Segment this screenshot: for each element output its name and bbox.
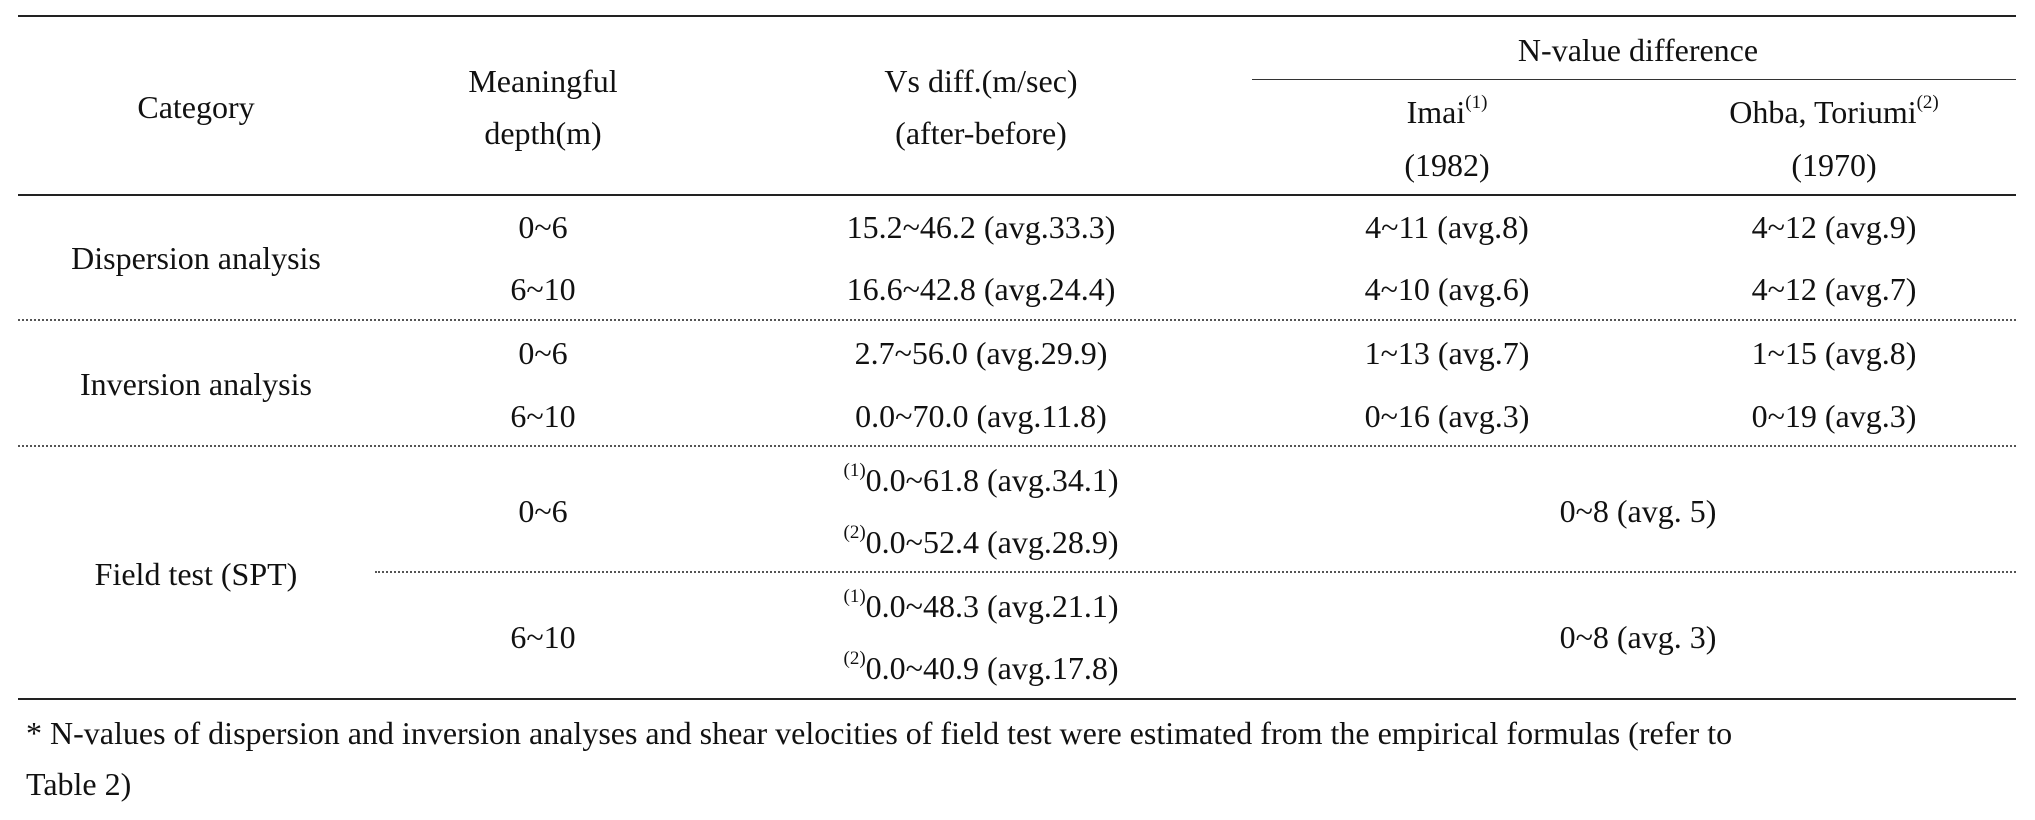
field-row2-vs2: (2)0.0~40.9 (avg.17.8) xyxy=(844,648,1119,688)
dispersion-row2-imai: 4~10 (avg.6) xyxy=(1364,271,1530,307)
inversion-row2-imai: 0~16 (avg.3) xyxy=(1364,398,1530,434)
field-row1-vs1-value: 0.0~61.8 (avg.34.1) xyxy=(865,462,1119,498)
field-row1-depth: 0~6 xyxy=(518,493,568,529)
dispersion-row1-imai: 4~11 (avg.8) xyxy=(1365,209,1529,245)
dispersion-row2-ohba: 4~12 (avg.7) xyxy=(1751,271,1917,307)
inversion-row1-depth: 0~6 xyxy=(518,335,568,371)
table-top-rule xyxy=(18,15,2016,17)
inversion-row1-imai: 1~13 (avg.7) xyxy=(1364,335,1530,371)
header-imai: Imai(1) xyxy=(1407,92,1488,132)
dispersion-row1-ohba: 4~12 (avg.9) xyxy=(1751,209,1917,245)
dispersion-separator xyxy=(18,319,2016,321)
header-vs-line1: Vs diff.(m/sec) xyxy=(884,63,1078,99)
header-imai-year: (1982) xyxy=(1404,147,1490,183)
dispersion-row1-depth: 0~6 xyxy=(518,209,568,245)
inversion-separator xyxy=(18,445,2016,447)
footnote-line1: * N-values of dispersion and inversion a… xyxy=(26,715,1733,751)
inversion-row2-depth: 6~10 xyxy=(510,398,576,434)
ohba-name: Ohba, Toriumi xyxy=(1729,94,1917,130)
footnote-line2: Table 2) xyxy=(26,766,132,802)
header-depth-line1: Meaningful xyxy=(468,63,618,99)
field-row1-vs1-ref: (1) xyxy=(843,460,866,482)
dispersion-category: Dispersion analysis xyxy=(71,240,321,276)
field-row1-nvalue: 0~8 (avg. 5) xyxy=(1559,493,1717,529)
imai-name: Imai xyxy=(1406,94,1466,130)
dispersion-row2-vs: 16.6~42.8 (avg.24.4) xyxy=(846,271,1116,307)
field-row2-nvalue: 0~8 (avg. 3) xyxy=(1559,619,1717,655)
header-category: Category xyxy=(137,89,255,125)
header-depth-line2: depth(m) xyxy=(484,115,602,151)
header-ohba-year: (1970) xyxy=(1791,147,1877,183)
inversion-row1-ohba: 1~15 (avg.8) xyxy=(1751,335,1917,371)
field-category: Field test (SPT) xyxy=(94,556,298,592)
field-row1-vs2-ref: (2) xyxy=(843,522,866,544)
dispersion-row2-depth: 6~10 xyxy=(510,271,576,307)
field-row-separator xyxy=(375,571,2016,573)
header-nvalue-group: N-value difference xyxy=(1517,32,1759,68)
inversion-category: Inversion analysis xyxy=(80,366,312,402)
field-row1-vs1: (1)0.0~61.8 (avg.34.1) xyxy=(844,460,1119,500)
field-row2-vs2-ref: (2) xyxy=(843,648,866,670)
imai-ref: (1) xyxy=(1465,92,1488,114)
field-row2-vs1-value: 0.0~48.3 (avg.21.1) xyxy=(865,588,1119,624)
header-ohba: Ohba, Toriumi(2) xyxy=(1729,92,1939,132)
field-row2-vs1: (1)0.0~48.3 (avg.21.1) xyxy=(844,586,1119,626)
inversion-row2-vs: 0.0~70.0 (avg.11.8) xyxy=(855,398,1107,434)
ohba-ref: (2) xyxy=(1916,92,1939,114)
inversion-row2-ohba: 0~19 (avg.3) xyxy=(1751,398,1917,434)
field-row1-vs2: (2)0.0~52.4 (avg.28.9) xyxy=(844,522,1119,562)
field-row2-depth: 6~10 xyxy=(510,619,576,655)
header-bottom-rule xyxy=(18,194,2016,196)
table-bottom-rule xyxy=(18,698,2016,700)
inversion-row1-vs: 2.7~56.0 (avg.29.9) xyxy=(854,335,1108,371)
field-row2-vs2-value: 0.0~40.9 (avg.17.8) xyxy=(865,650,1119,686)
field-row1-vs2-value: 0.0~52.4 (avg.28.9) xyxy=(865,524,1119,560)
header-vs-line2: (after-before) xyxy=(895,115,1067,151)
nvalue-group-rule xyxy=(1252,79,2016,80)
field-row2-vs1-ref: (1) xyxy=(843,586,866,608)
dispersion-row1-vs: 15.2~46.2 (avg.33.3) xyxy=(846,209,1116,245)
